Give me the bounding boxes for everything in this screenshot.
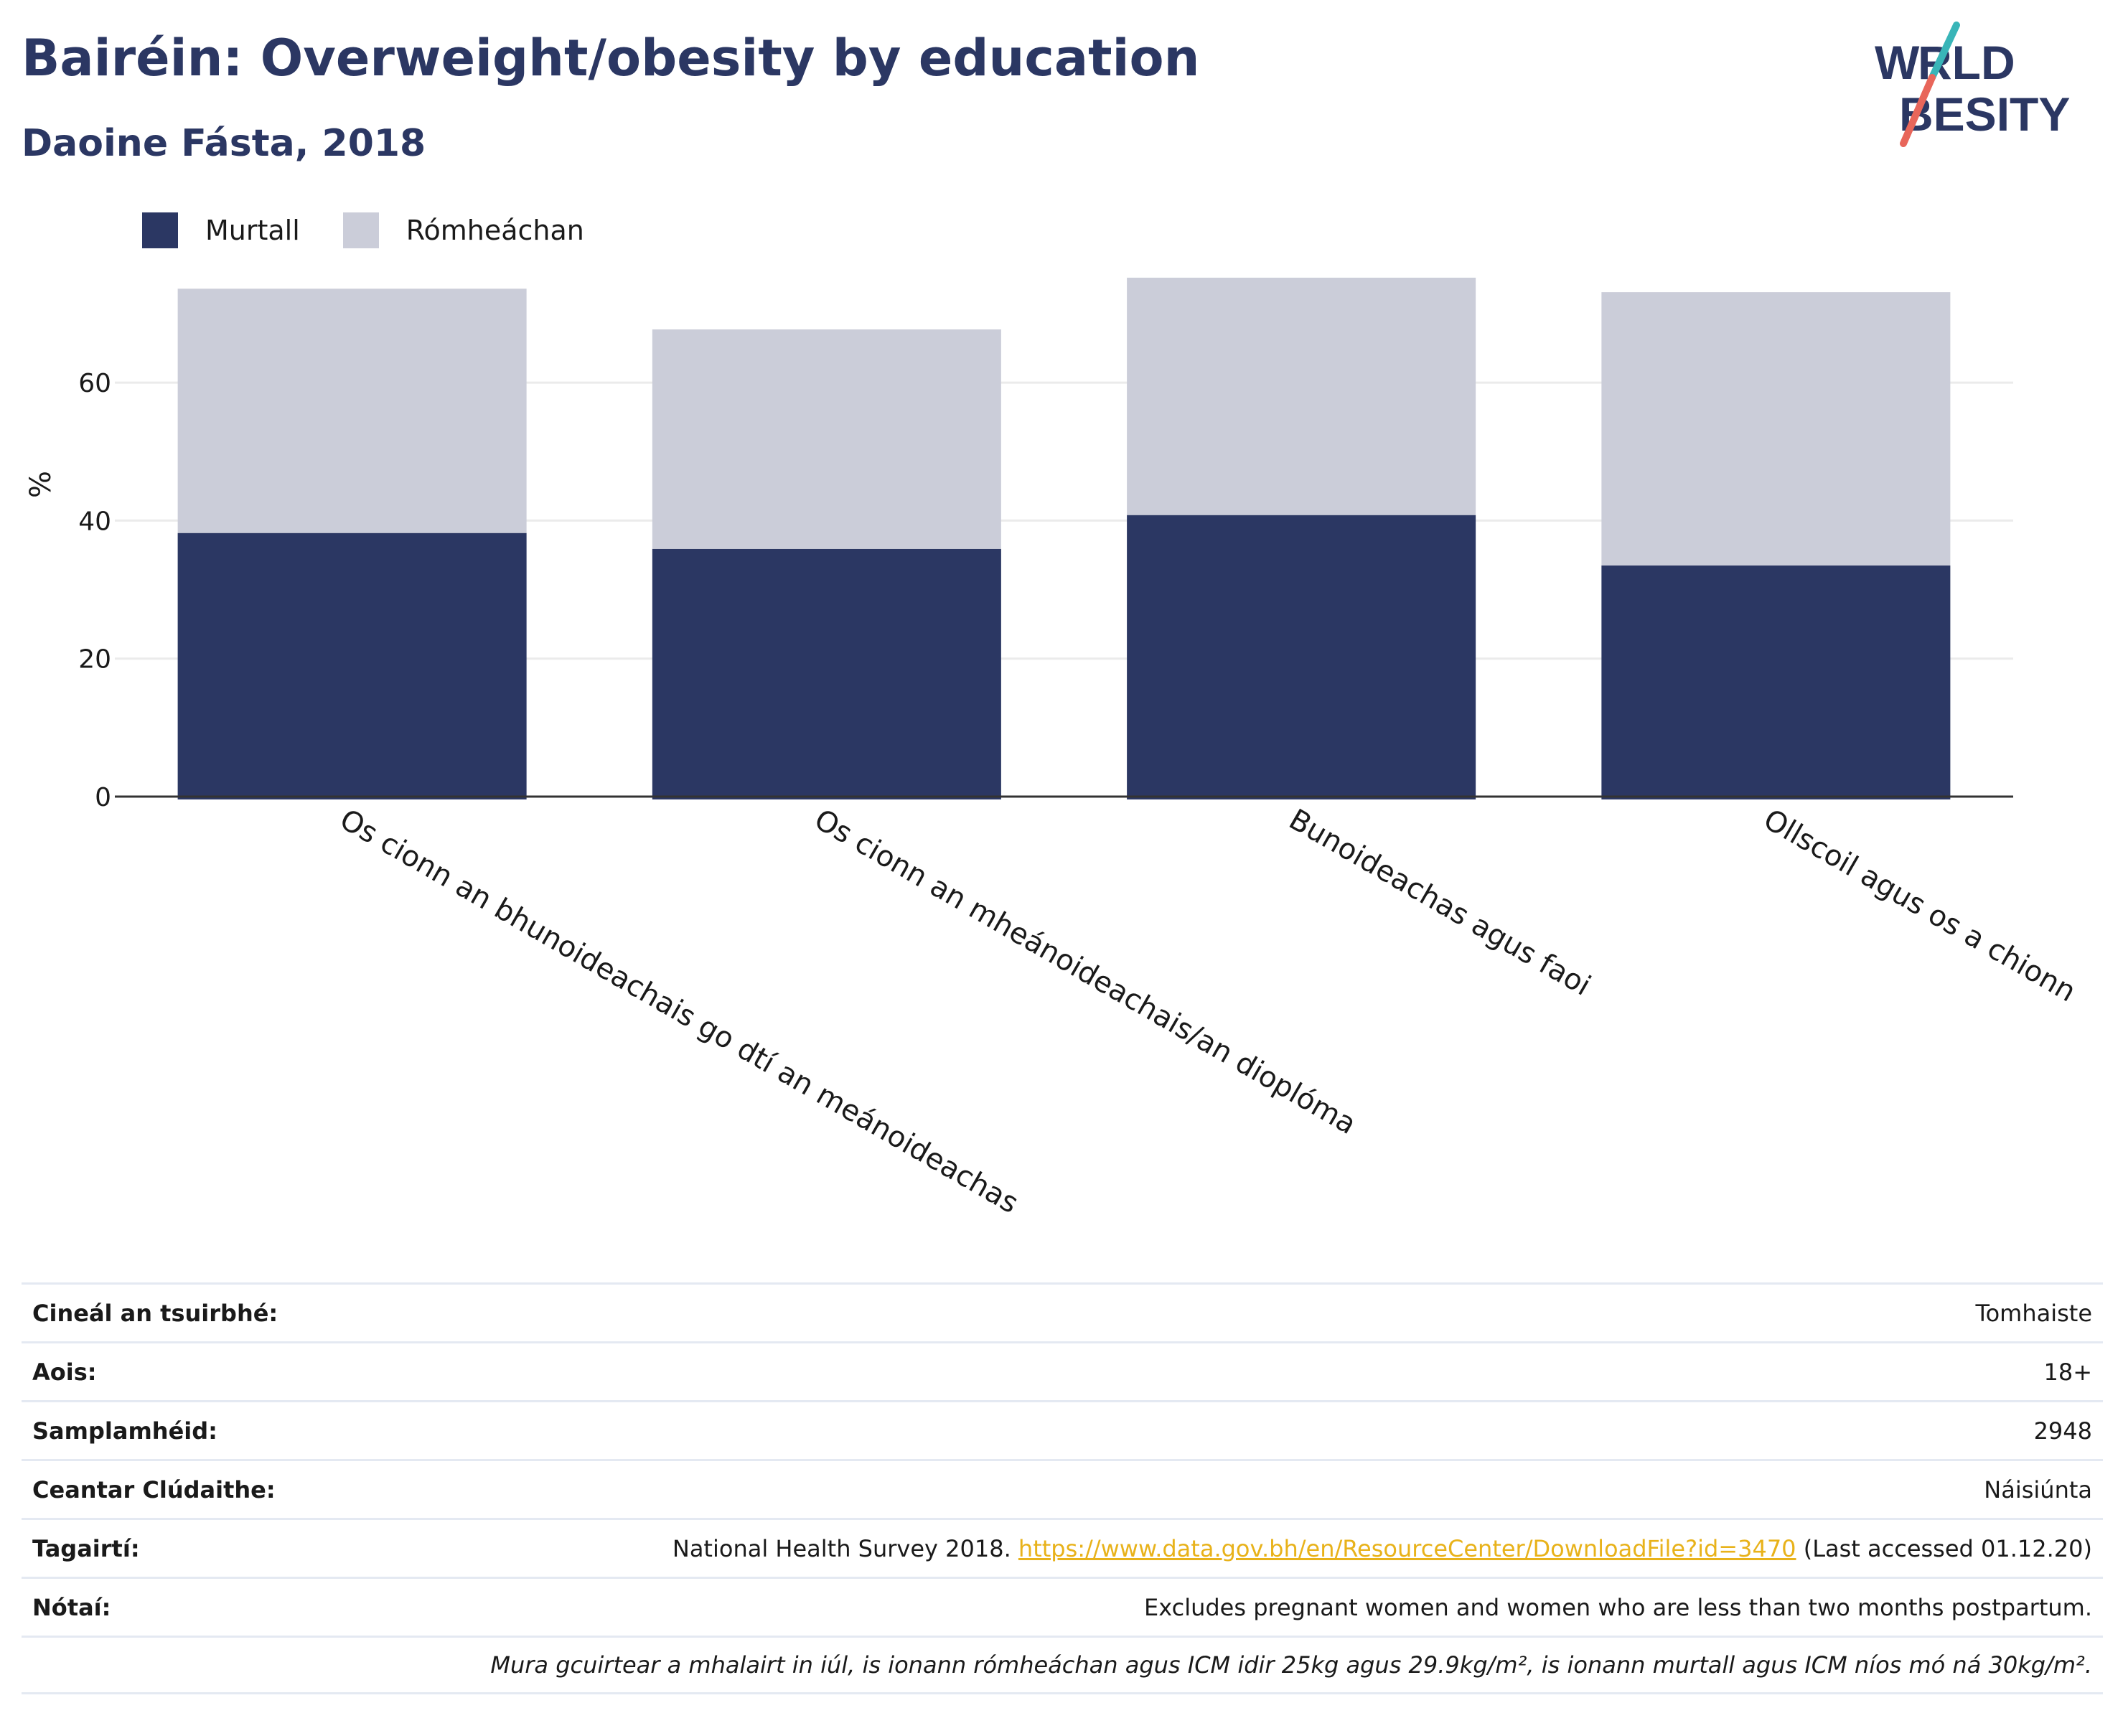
table-row-age: Aois: 18+ (22, 1341, 2103, 1400)
x-tick-label: Os cionn an mheánoideachais/an dioplóma (809, 803, 1362, 1141)
chart-legend: Murtall Rómheáchan (142, 212, 627, 248)
bar-overweight (1127, 277, 1476, 515)
table-row-survey-type: Cineál an tsuirbhé: Tomhaiste (22, 1282, 2103, 1341)
world-obesity-logo: W RLD BESITY (1875, 22, 2070, 147)
legend-label-overweight: Rómheáchan (406, 215, 584, 246)
y-tick-label: 40 (78, 507, 111, 536)
references-accessed: (Last accessed 01.12.20) (1796, 1534, 2092, 1562)
chart-subtitle: Daoine Fásta, 2018 (22, 122, 426, 165)
age-label: Aois: (32, 1358, 97, 1386)
area-covered-label: Ceantar Clúdaithe: (32, 1475, 276, 1503)
bar-obese (1127, 515, 1476, 799)
table-row-definition: Mura gcuirtear a mhalairt in iúl, is ion… (22, 1636, 2103, 1694)
y-tick-label: 60 (78, 369, 111, 398)
chart-title: Bairéin: Overweight/obesity by education (22, 29, 1200, 88)
y-tick-label: 0 (95, 783, 111, 812)
legend-label-obese: Murtall (205, 215, 300, 246)
svg-text:W: W (1875, 36, 1920, 89)
legend-swatch-overweight (342, 212, 379, 248)
survey-type-value: Tomhaiste (1975, 1299, 2092, 1327)
bar-overweight (177, 288, 527, 533)
bar-obese (652, 548, 1001, 799)
survey-info-table: Cineál an tsuirbhé: Tomhaiste Aois: 18+ … (22, 1282, 2103, 1694)
sample-size-value: 2948 (2033, 1417, 2092, 1445)
reference-link[interactable]: https://www.data.gov.bh/en/ResourceCente… (1018, 1534, 1796, 1562)
definition-note: Mura gcuirtear a mhalairt in iúl, is ion… (490, 1651, 2092, 1679)
notes-value: Excludes pregnant women and women who ar… (1144, 1593, 2092, 1621)
notes-label: Nótaí: (32, 1593, 111, 1621)
age-value: 18+ (2043, 1358, 2092, 1386)
table-row-sample-size: Samplamhéid: 2948 (22, 1400, 2103, 1459)
bar-overweight (1601, 292, 1951, 566)
area-covered-value: Náisiúnta (1984, 1475, 2092, 1503)
legend-item-overweight: Rómheáchan (342, 212, 584, 248)
legend-swatch-obese (142, 212, 178, 248)
references-value: National Health Survey 2018. https://www… (672, 1535, 2092, 1562)
bar-obese (1601, 565, 1951, 799)
y-tick-label: 20 (78, 645, 111, 675)
bar-obese (177, 532, 527, 799)
table-row-notes: Nótaí: Excludes pregnant women and women… (22, 1577, 2103, 1636)
table-row-references: Tagairtí: National Health Survey 2018. h… (22, 1518, 2103, 1577)
legend-item-obese: Murtall (142, 212, 300, 248)
y-axis-label: % (24, 471, 57, 498)
x-tick-label: Bunoideachas agus faoi (1283, 803, 1596, 1003)
references-text: National Health Survey 2018. (672, 1534, 1018, 1562)
references-label: Tagairtí: (32, 1534, 140, 1562)
sample-size-label: Samplamhéid: (32, 1417, 217, 1445)
survey-type-label: Cineál an tsuirbhé: (32, 1299, 278, 1327)
table-row-area-covered: Ceantar Clúdaithe: Náisiúnta (22, 1459, 2103, 1518)
x-tick-label: Ollscoil agus os a chionn (1758, 803, 2081, 1009)
bar-overweight (652, 329, 1001, 549)
